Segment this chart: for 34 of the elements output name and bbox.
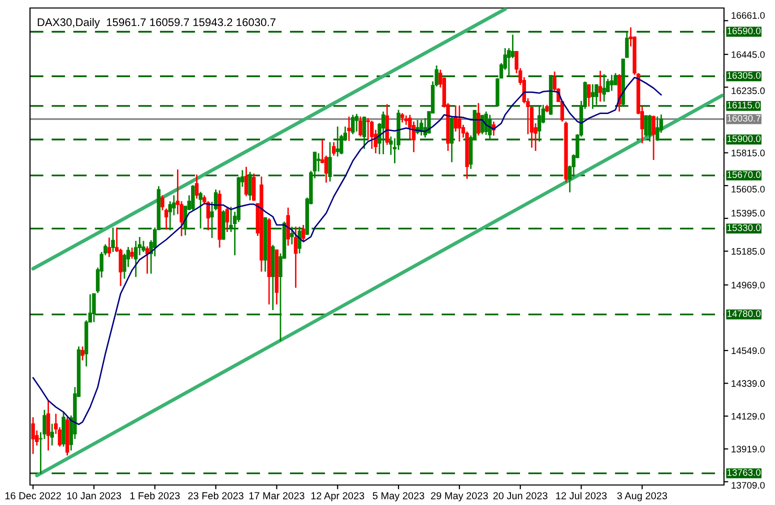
ref-line-label: 16115.0 xyxy=(727,102,760,108)
y-tick-label: 14969.0 xyxy=(732,282,765,288)
y-tick-label: 15395.0 xyxy=(732,210,765,217)
x-tick-label: 5 May 2023 xyxy=(372,492,424,502)
ref-line-label: 13763.0 xyxy=(727,469,761,476)
x-tick-label: 16 Dec 2022 xyxy=(5,492,61,500)
y-tick-label: 16445.0 xyxy=(732,51,765,58)
y-tick-label: 15815.0 xyxy=(732,150,765,156)
x-tick-label: 3 Aug 2023 xyxy=(617,492,668,502)
y-tick-label: 14549.0 xyxy=(732,347,765,354)
y-tick-label: 14339.0 xyxy=(732,380,765,387)
ref-line-label: 15330.0 xyxy=(727,224,761,232)
x-tick-label: 23 Feb 2023 xyxy=(188,492,244,500)
ref-line-label: 15900.0 xyxy=(727,135,761,142)
y-tick-label: 13709.0 xyxy=(732,482,765,489)
ref-line-label: 16590.0 xyxy=(727,28,761,34)
x-tick-label: 17 Mar 2023 xyxy=(249,492,304,500)
ref-line-label: 14780.0 xyxy=(727,310,761,317)
x-tick-label: 20 Jun 2023 xyxy=(493,492,548,500)
ref-line-label: 16305.0 xyxy=(727,72,761,79)
ref-line-label: 15670.0 xyxy=(727,171,761,178)
y-tick-label: 16235.0 xyxy=(732,87,765,94)
text: DAX30,Daily 15961.7 16059.7 15943.2 16030.7 xyxy=(38,18,276,28)
y-tick-label: 15605.0 xyxy=(732,186,765,193)
y-tick-label: 16661.0 xyxy=(732,12,765,19)
x-tick-label: 12 Jul 2023 xyxy=(556,492,607,500)
ref-line-label: 16030.7 xyxy=(727,114,760,122)
y-tick-label: 14129.0 xyxy=(732,412,765,420)
x-tick-label: 12 Apr 2023 xyxy=(311,492,364,502)
x-tick-label: 10 Jan 2023 xyxy=(67,492,122,500)
x-tick-label: 1 Feb 2023 xyxy=(130,492,180,500)
y-tick-label: 15185.0 xyxy=(732,248,765,255)
y-tick-label: 13919.0 xyxy=(732,446,765,452)
x-tick-label: 29 May 2023 xyxy=(431,492,488,502)
